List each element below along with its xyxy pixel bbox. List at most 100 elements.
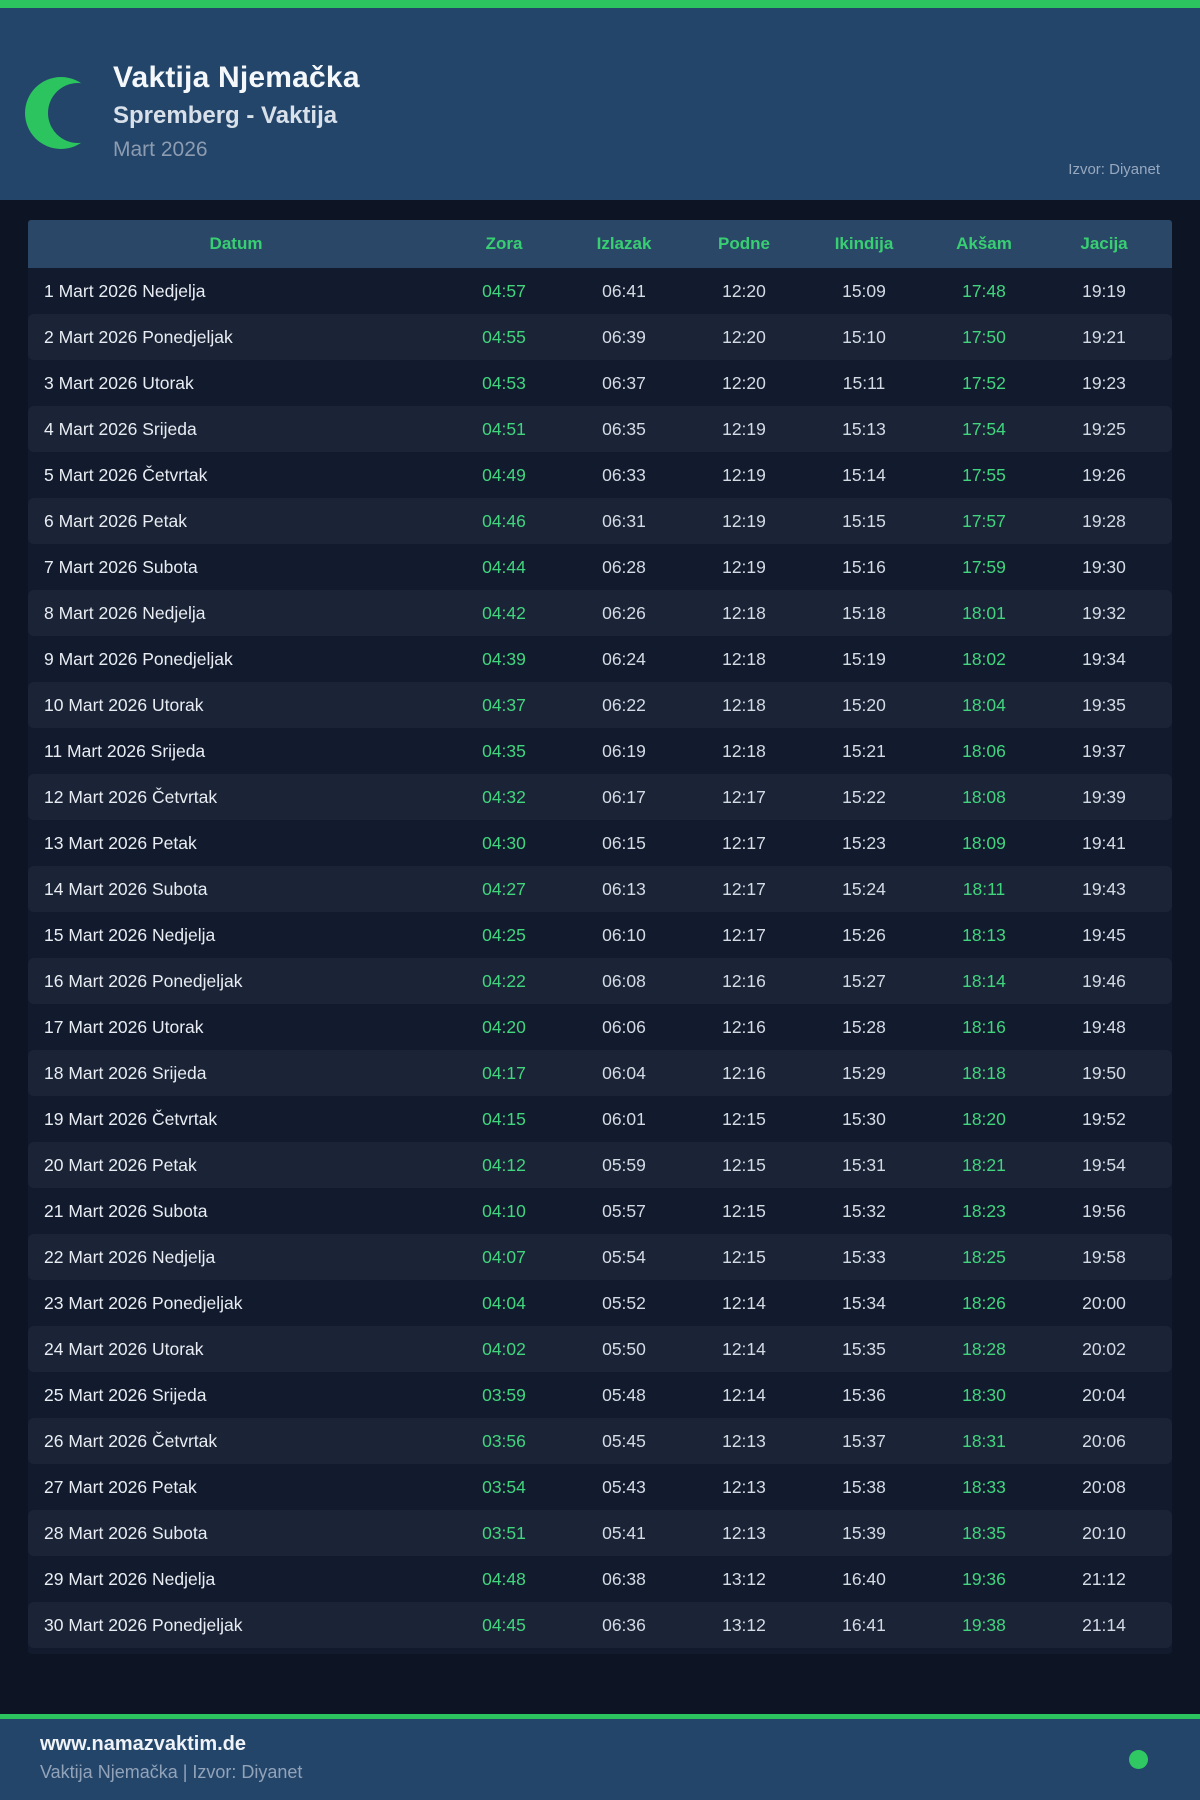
aksam-cell: 18:33 <box>962 1476 1006 1497</box>
datum-cell: 19 Mart 2026 Četvrtak <box>44 1108 218 1129</box>
zora-cell: 04:02 <box>482 1338 526 1359</box>
zora-cell: 04:37 <box>482 694 526 715</box>
jacija-cell: 20:06 <box>1082 1430 1126 1451</box>
table-header-row: Datum Zora Izlazak Podne Ikindija Akšam … <box>28 220 1172 268</box>
datum-cell: 15 Mart 2026 Nedjelja <box>44 924 216 945</box>
zora-cell: 04:55 <box>482 326 526 347</box>
podne-cell: 12:20 <box>722 326 766 347</box>
zora-cell: 04:07 <box>482 1246 526 1267</box>
ikindija-cell: 15:21 <box>842 740 886 761</box>
zora-cell: 03:54 <box>482 1476 526 1497</box>
ikindija-cell: 15:09 <box>842 280 886 301</box>
table-row: 11 Mart 2026 Srijeda 04:35 06:19 12:18 15:21… <box>28 728 1172 774</box>
izlazak-cell: 06:06 <box>602 1016 646 1037</box>
table-row: 28 Mart 2026 Subota 03:51 05:41 12:13 15:39 1… <box>28 1510 1172 1556</box>
podne-cell: 12:13 <box>722 1522 766 1543</box>
zora-cell: 04:49 <box>482 464 526 485</box>
ikindija-cell: 15:28 <box>842 1016 886 1037</box>
datum-cell: 11 Mart 2026 Srijeda <box>44 740 206 761</box>
table-row: 17 Mart 2026 Utorak 04:20 06:06 12:16 15:28 1… <box>28 1004 1172 1050</box>
aksam-cell: 18:11 <box>962 878 1006 899</box>
ikindija-cell: 15:24 <box>842 878 886 899</box>
jacija-cell: 20:04 <box>1082 1384 1126 1405</box>
podne-cell: 12:14 <box>722 1338 766 1359</box>
table-row: 26 Mart 2026 Četvrtak 03:56 05:45 12:13 15:3… <box>28 1418 1172 1464</box>
izlazak-cell: 06:37 <box>602 372 646 393</box>
jacija-cell: 19:28 <box>1082 510 1126 531</box>
column-header-aksam: Akšam <box>956 234 1012 253</box>
zora-cell: 04:45 <box>482 1614 526 1635</box>
jacija-cell: 19:32 <box>1082 602 1126 623</box>
podne-cell: 13:12 <box>722 1614 766 1635</box>
datum-cell: 25 Mart 2026 Srijeda <box>44 1384 207 1405</box>
jacija-cell: 20:08 <box>1082 1476 1126 1497</box>
ikindija-cell: 15:29 <box>842 1062 886 1083</box>
column-header-podne: Podne <box>718 234 770 253</box>
aksam-cell: 18:31 <box>962 1430 1006 1451</box>
izlazak-cell: 05:52 <box>602 1292 646 1313</box>
datum-cell: 17 Mart 2026 Utorak <box>44 1016 204 1037</box>
jacija-cell: 19:50 <box>1082 1062 1126 1083</box>
izlazak-cell: 05:54 <box>602 1246 646 1267</box>
podne-cell: 12:20 <box>722 280 766 301</box>
datum-cell: 10 Mart 2026 Utorak <box>44 694 204 715</box>
zora-cell: 04:48 <box>482 1568 526 1589</box>
podne-cell: 12:16 <box>722 1062 766 1083</box>
jacija-cell: 19:30 <box>1082 556 1126 577</box>
table-row: 13 Mart 2026 Petak 04:30 06:15 12:17 15:23 18… <box>28 820 1172 866</box>
ikindija-cell: 15:32 <box>842 1200 886 1221</box>
table-row: 27 Mart 2026 Petak 03:54 05:43 12:13 15:38 18… <box>28 1464 1172 1510</box>
aksam-cell: 19:38 <box>962 1614 1006 1635</box>
podne-cell: 12:18 <box>722 740 766 761</box>
podne-cell: 12:17 <box>722 878 766 899</box>
datum-cell: 5 Mart 2026 Četvrtak <box>44 464 208 485</box>
izlazak-cell: 06:31 <box>602 510 646 531</box>
datum-cell: 2 Mart 2026 Ponedjeljak <box>44 326 233 347</box>
table-row: 18 Mart 2026 Srijeda 04:17 06:04 12:16 15:29… <box>28 1050 1172 1096</box>
ikindija-cell: 15:39 <box>842 1522 886 1543</box>
ikindija-cell: 15:15 <box>842 510 886 531</box>
datum-cell: 21 Mart 2026 Subota <box>44 1200 208 1221</box>
ikindija-cell: 15:34 <box>842 1292 886 1313</box>
zora-cell: 03:51 <box>482 1522 526 1543</box>
izlazak-cell: 05:41 <box>602 1522 646 1543</box>
table-row: 22 Mart 2026 Nedjelja 04:07 05:54 12:15 15:3… <box>28 1234 1172 1280</box>
jacija-cell: 19:58 <box>1082 1246 1126 1267</box>
aksam-cell: 17:59 <box>962 556 1006 577</box>
podne-cell: 12:15 <box>722 1108 766 1129</box>
podne-cell: 12:16 <box>722 970 766 991</box>
zora-cell: 04:32 <box>482 786 526 807</box>
jacija-cell: 19:41 <box>1082 832 1126 853</box>
aksam-cell: 18:01 <box>962 602 1006 623</box>
table-row: 1 Mart 2026 Nedjelja 04:57 06:41 12:20 15:09… <box>28 268 1172 314</box>
podne-cell: 12:19 <box>722 510 766 531</box>
podne-cell: 12:19 <box>722 556 766 577</box>
podne-cell: 12:14 <box>722 1384 766 1405</box>
podne-cell: 12:14 <box>722 1292 766 1313</box>
izlazak-cell: 06:15 <box>602 832 646 853</box>
podne-cell: 12:15 <box>722 1200 766 1221</box>
source-label: Izvor: Diyanet <box>1068 161 1160 178</box>
zora-cell: 04:04 <box>482 1292 526 1313</box>
aksam-cell: 17:57 <box>962 510 1006 531</box>
jacija-cell: 20:10 <box>1082 1522 1126 1543</box>
podne-cell: 12:18 <box>722 602 766 623</box>
podne-cell: 12:18 <box>722 694 766 715</box>
izlazak-cell: 06:35 <box>602 418 646 439</box>
column-header-jacija: Jacija <box>1080 234 1128 253</box>
podne-cell: 12:13 <box>722 1476 766 1497</box>
zora-cell: 04:22 <box>482 970 526 991</box>
datum-cell: 3 Mart 2026 Utorak <box>44 372 194 393</box>
aksam-cell: 17:50 <box>962 326 1006 347</box>
datum-cell: 30 Mart 2026 Ponedjeljak <box>44 1614 243 1635</box>
ikindija-cell: 15:35 <box>842 1338 886 1359</box>
podne-cell: 12:15 <box>722 1246 766 1267</box>
aksam-cell: 18:21 <box>962 1154 1006 1175</box>
top-accent-bar <box>0 0 1200 8</box>
table-row: 3 Mart 2026 Utorak 04:53 06:37 12:20 15:11 17… <box>28 360 1172 406</box>
datum-cell: 13 Mart 2026 Petak <box>44 832 197 853</box>
column-header-ikindija: Ikindija <box>834 234 894 253</box>
zora-cell: 04:57 <box>482 280 526 301</box>
column-header-datum: Datum <box>209 234 263 253</box>
